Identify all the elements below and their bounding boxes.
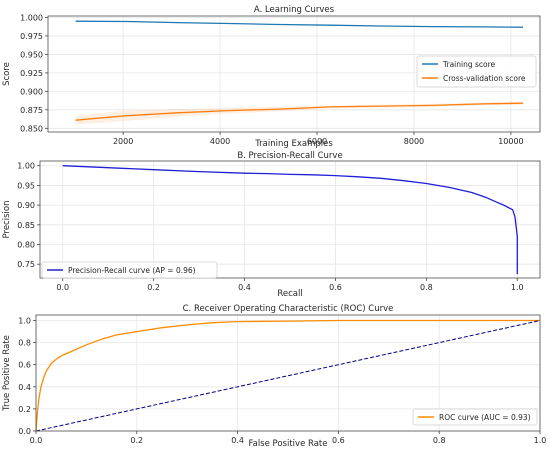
y-tick-label: 0.95 <box>17 181 35 190</box>
y-tick-label: 0.8 <box>18 339 31 348</box>
y-axis-label: Precision <box>2 201 12 239</box>
x-tick-label: 0.8 <box>433 436 446 445</box>
y-tick-label: 0.925 <box>20 69 43 78</box>
x-tick-label: 0.4 <box>238 283 251 292</box>
y-tick-label: 0.2 <box>18 405 31 414</box>
legend-label: ROC curve (AUC = 0.93) <box>439 413 531 422</box>
x-tick-label: 0.2 <box>130 436 143 445</box>
chart-panel-1: 2000 4000 6000 8000 10000 0.850 0.875 0.900 0.92… <box>2 5 541 149</box>
y-tick-label: 0.90 <box>17 201 35 210</box>
axes-frame <box>47 15 541 133</box>
chart-title: B. Precision-Recall Curve <box>237 151 342 161</box>
legend-label: Training score <box>442 60 496 69</box>
x-tick-label: 0.6 <box>332 436 345 445</box>
legend: ROC curve (AUC = 0.93) <box>412 408 538 426</box>
x-tick-label: 10000 <box>498 137 523 146</box>
diagonal-reference-line <box>35 320 541 432</box>
legend-box <box>416 55 537 88</box>
y-tick-label: 0.85 <box>17 221 35 230</box>
chart-panel-2: 0.0 0.2 0.4 0.6 0.8 1.0 0.75 0.80 0.85 0.90 0.95 1.… <box>2 151 541 299</box>
x-tick-label: 0.8 <box>420 283 433 292</box>
y-tick-label: 1.000 <box>20 13 43 22</box>
legend-label: Cross-validation score <box>443 74 526 83</box>
plot-area <box>40 161 540 278</box>
x-tick-label: 0.6 <box>329 283 342 292</box>
y-tick-label: 0.850 <box>20 124 43 133</box>
gridlines <box>48 16 540 132</box>
legend: Training score Cross-validation score <box>416 55 537 88</box>
gridlines <box>40 161 540 278</box>
legend-box <box>41 261 218 279</box>
legend-box <box>412 408 538 426</box>
y-axis-label: Score <box>2 62 12 86</box>
y-tick-label: 1.00 <box>17 162 35 171</box>
y-tick-label: 0.4 <box>18 383 31 392</box>
y-tick-label: 0.0 <box>18 427 31 436</box>
legend-label: Precision-Recall curve (AP = 0.96) <box>68 266 196 275</box>
y-tick-label: 0.900 <box>20 87 43 96</box>
x-tick-label: 6000 <box>307 137 327 146</box>
axes-frame <box>39 160 541 279</box>
x-tick-label: 1.0 <box>534 436 547 445</box>
legend: Precision-Recall curve (AP = 0.96) <box>41 261 218 279</box>
y-tick-label: 0.75 <box>17 260 35 269</box>
chart-title: C. Receiver Operating Characteristic (RO… <box>183 304 394 314</box>
x-tick-label: 2000 <box>113 137 133 146</box>
chart-title: A. Learning Curves <box>254 5 335 15</box>
x-tick-label: 0.0 <box>56 283 69 292</box>
y-tick-label: 0.6 <box>18 361 31 370</box>
x-axis-label: Recall <box>277 289 302 299</box>
y-axis-label: True Positive Rate <box>2 335 12 412</box>
series-1-line <box>35 319 540 432</box>
x-axis-label: Training Examples <box>254 139 333 149</box>
x-tick-label: 8000 <box>404 137 424 146</box>
chart-panel-3: 0.0 0.2 0.4 0.6 0.8 1.0 0.0 0.2 0.4 0.6 0.8 1.0 C. R… <box>2 304 546 449</box>
y-tick-label: 0.950 <box>20 50 43 59</box>
series-2-line <box>75 102 524 121</box>
x-tick-label: 4000 <box>210 137 230 146</box>
y-tick-label: 0.975 <box>20 32 43 41</box>
axes-frame <box>35 314 541 432</box>
x-tick-label: 0.0 <box>30 436 43 445</box>
x-tick-label: 0.2 <box>147 283 160 292</box>
series-1-line <box>62 165 518 275</box>
x-tick-label: 1.0 <box>511 283 524 292</box>
x-axis-label: False Positive Rate <box>249 439 328 449</box>
y-tick-label: 0.80 <box>17 241 35 250</box>
x-tick-label: 0.4 <box>231 436 244 445</box>
y-tick-label: 1.0 <box>18 317 31 326</box>
series-1-line <box>75 20 524 28</box>
y-tick-label: 0.875 <box>20 106 43 115</box>
